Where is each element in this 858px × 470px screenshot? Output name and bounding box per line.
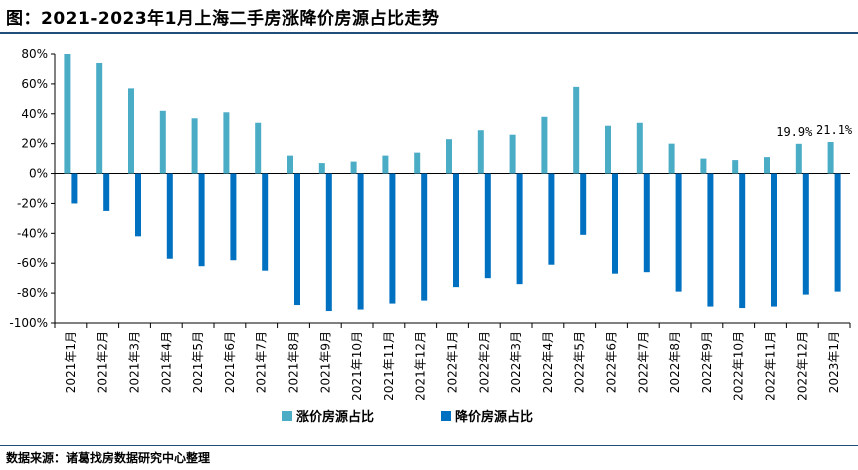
bar-rise: [287, 155, 293, 174]
x-tick-label: 2021年8月: [287, 331, 301, 393]
x-tick-label: 2021年7月: [255, 331, 269, 393]
x-tick-label: 2023年1月: [827, 331, 841, 393]
bar-fall: [771, 173, 777, 307]
y-tick-label: -20%: [17, 196, 48, 210]
chart-title: 图：2021-2023年1月上海二手房涨降价房源占比走势: [6, 9, 440, 29]
x-tick-label: 2021年3月: [128, 331, 142, 393]
x-tick-label: 2021年5月: [191, 331, 205, 393]
bar-fall: [198, 173, 205, 267]
x-tick-label: 2021年2月: [96, 331, 110, 393]
x-tick-label: 2021年6月: [223, 331, 237, 393]
bar-fall: [294, 173, 300, 306]
bar-rise: [350, 161, 357, 174]
bar-fall: [643, 173, 650, 273]
legend-label-fall: 降价房源占比: [455, 409, 533, 425]
bar-fall: [103, 173, 110, 211]
y-tick-label: 80%: [21, 47, 48, 61]
bar-fall: [516, 173, 523, 285]
bar-rise: [159, 110, 166, 174]
bar-fall: [325, 173, 332, 312]
bar-fall: [135, 173, 141, 237]
bar-rise: [64, 54, 71, 174]
x-tick-label: 2022年5月: [573, 331, 587, 393]
bar-fall: [71, 173, 78, 204]
footer-divider: [0, 445, 858, 446]
legend-label-rise: 涨价房源占比: [295, 409, 374, 425]
bar-rise: [605, 125, 611, 174]
bar-fall: [421, 173, 428, 301]
x-tick-label: 2022年12月: [795, 331, 809, 401]
bar-rise: [700, 158, 707, 174]
data-source-note: 数据来源：诸葛找房数据研究中心整理: [6, 451, 211, 465]
bar-fall: [612, 173, 618, 274]
bar-fall: [675, 173, 682, 292]
y-tick-label: 60%: [21, 77, 48, 91]
bar-fall: [484, 173, 491, 279]
x-tick-label: 2022年8月: [668, 331, 682, 393]
bar-rise: [382, 155, 389, 174]
x-tick-label: 2021年9月: [318, 331, 332, 393]
y-tick-label: 40%: [21, 107, 48, 121]
data-label: 19.9%: [776, 125, 813, 139]
x-tick-label: 2022年4月: [541, 331, 555, 393]
bar-fall: [739, 173, 746, 309]
y-tick-label: -80%: [17, 286, 48, 300]
bar-rise: [477, 130, 484, 174]
x-tick-label: 2021年12月: [414, 331, 428, 401]
bar-fall: [548, 173, 555, 265]
bar-rise: [128, 88, 134, 174]
bar-rise: [541, 116, 548, 174]
x-tick-label: 2022年10月: [732, 331, 746, 401]
data-label: 21.1%: [816, 123, 853, 137]
bar-fall: [580, 173, 587, 235]
bar-fall: [262, 173, 269, 271]
bar-fall: [357, 173, 364, 310]
x-tick-label: 2021年1月: [64, 331, 78, 393]
bar-rise: [223, 112, 230, 174]
bar-rise: [795, 143, 802, 174]
y-tick-label: -40%: [17, 226, 48, 240]
bar-rise: [764, 157, 770, 174]
y-tick-label: -60%: [17, 256, 48, 270]
bar-fall: [230, 173, 237, 261]
bar-rise: [446, 139, 452, 174]
y-tick-label: 20%: [21, 137, 48, 151]
x-tick-label: 2022年7月: [636, 331, 650, 393]
x-tick-label: 2022年11月: [764, 331, 778, 401]
x-tick-label: 2021年11月: [382, 331, 396, 401]
bar-rise: [509, 134, 516, 174]
title-divider: [0, 32, 858, 34]
x-tick-label: 2022年1月: [446, 331, 460, 393]
x-tick-label: 2021年10月: [350, 331, 364, 401]
bar-rise: [96, 62, 103, 174]
bar-fall: [834, 173, 841, 292]
bar-rise: [414, 152, 421, 174]
bar-rise: [636, 122, 643, 174]
legend-swatch-rise: [282, 411, 292, 421]
legend-swatch-fall: [441, 411, 451, 421]
bar-fall: [453, 173, 459, 288]
x-tick-label: 2022年2月: [477, 331, 491, 393]
x-tick-label: 2022年9月: [700, 331, 714, 393]
x-tick-label: 2022年6月: [605, 331, 619, 393]
bar-chart: 80% 60% 40% 20% 0% -20% -40% -60% -80% -100% 2021年…: [9, 47, 853, 425]
bar-rise: [732, 160, 739, 174]
bar-rise: [827, 142, 834, 174]
bar-rise: [668, 143, 675, 174]
x-tick-label: 2022年3月: [509, 331, 523, 393]
bar-fall: [707, 173, 714, 307]
bar-rise: [191, 118, 198, 174]
bar-fall: [166, 173, 173, 259]
bar-rise: [255, 122, 262, 174]
bar-fall: [389, 173, 396, 304]
bar-rise: [318, 163, 325, 174]
y-tick-label: 0%: [29, 167, 48, 181]
bar-fall: [802, 173, 809, 295]
bar-rise: [573, 86, 580, 174]
x-tick-label: 2021年4月: [159, 331, 173, 393]
y-tick-label: -100%: [9, 316, 48, 330]
